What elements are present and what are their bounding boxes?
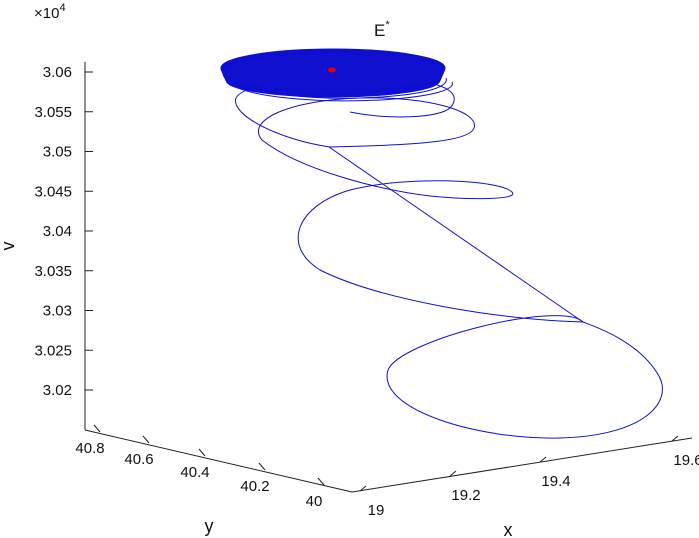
x-tick-label: 19 [368,502,385,519]
y-tick-label: 40.8 [75,440,104,457]
y-axis-line [84,429,353,493]
z-tick-label: 3.04 [43,223,72,240]
trajectory-loop [297,180,584,323]
y-ticks: 40 40.2 40.4 40.6 40.8 [75,424,325,510]
equilibrium-marker [328,67,336,73]
z-tick-label: 3.045 [34,183,72,200]
y-tick-mark [258,462,266,471]
z-tick-label: 3.055 [34,104,72,121]
z-tick-label: 3.03 [43,303,72,320]
y-tick-label: 40.2 [240,478,269,495]
z-tick-label: 3.035 [34,263,72,280]
z-tick-label: 3.06 [43,64,72,81]
y-tick-label: 40 [306,493,323,510]
y-axis-label: y [205,516,214,536]
x-tick-label: 19.2 [451,487,480,504]
z-tick-label: 3.02 [43,382,72,399]
z-exponent-label: ×104 [34,2,66,22]
x-tick-mark [449,470,457,477]
trajectory-transient [328,146,584,323]
x-tick-mark [671,435,679,442]
z-tick-label: 3.05 [43,144,72,161]
y-tick-label: 40.6 [124,451,153,468]
y-tick-mark [142,435,150,444]
x-axis-label: x [504,520,513,538]
chart-title: E* [374,19,390,40]
z-ticks: 3.06 3.055 3.05 3.045 3.04 3.035 3.03 3.025 3.02 [34,64,93,399]
z-axis-label: v [0,242,18,251]
equilibrium-point [328,67,336,73]
x-axis-line [351,437,693,493]
x-tick-label: 19.4 [541,473,570,490]
x-tick-mark [539,456,547,463]
trajectory-loop [386,315,663,439]
axes-frame [84,62,693,493]
x-tick-mark [359,485,367,492]
x-tick-label: 19.6 [673,452,699,469]
trajectory-orbit [222,73,447,99]
y-tick-mark [317,477,325,486]
y-tick-mark [198,448,206,457]
z-tick-label: 3.025 [34,342,72,359]
x-ticks: 19 19.2 19.4 19.6 [359,435,699,519]
trajectory-orbit [225,79,453,102]
y-tick-mark [93,424,101,433]
y-tick-label: 40.4 [180,464,209,481]
trajectory-series [220,48,663,439]
